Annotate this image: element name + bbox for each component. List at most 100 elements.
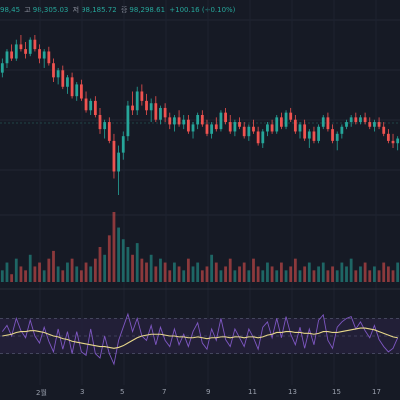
candle-body xyxy=(52,63,55,78)
volume-bar xyxy=(307,262,311,282)
volume-bar xyxy=(70,258,74,282)
volume-bar xyxy=(298,270,302,282)
volume-bar xyxy=(149,254,153,282)
candle-body xyxy=(242,126,246,137)
candle-body xyxy=(47,51,51,64)
candle-body xyxy=(293,119,297,132)
candlestick-series xyxy=(0,35,400,195)
high-label: 고 xyxy=(24,6,31,14)
volume-bar xyxy=(293,258,297,282)
volume-bar xyxy=(396,262,400,282)
candle-body xyxy=(363,117,367,123)
volume-bar xyxy=(363,262,367,282)
candle-body xyxy=(149,103,153,111)
candle-body xyxy=(252,126,255,132)
volume-bar xyxy=(33,266,37,282)
volume-bar xyxy=(233,270,237,282)
candle-body xyxy=(28,39,32,54)
candle-body xyxy=(270,124,274,132)
candle-body xyxy=(266,124,269,132)
volume-bar xyxy=(14,258,18,282)
volume-bar xyxy=(303,266,307,282)
volume-bar xyxy=(368,270,372,282)
volume-bar xyxy=(247,270,251,282)
candle-body xyxy=(140,91,144,101)
volume-bar xyxy=(47,258,51,282)
candle-body xyxy=(396,138,400,144)
volume-bar xyxy=(140,258,144,282)
candle-body xyxy=(359,117,362,123)
volume-series xyxy=(0,212,400,282)
volume-bar xyxy=(377,270,381,282)
volume-bar xyxy=(89,266,93,282)
change-value: +100.16 (+0.10%) xyxy=(169,6,236,14)
volume-bar xyxy=(275,270,279,282)
volume-bar xyxy=(321,262,325,282)
candle-body xyxy=(80,84,83,99)
candle-body xyxy=(214,124,218,130)
candle-body xyxy=(177,117,181,125)
candle-body xyxy=(107,122,111,141)
volume-bar xyxy=(386,266,390,282)
volume-bar xyxy=(66,262,69,282)
candle-body xyxy=(391,140,395,144)
candle-body xyxy=(238,122,241,127)
volume-bar xyxy=(280,262,283,282)
volume-bar xyxy=(121,239,125,282)
candle-body xyxy=(154,103,158,120)
x-axis-label: 5 xyxy=(120,388,125,396)
volume-bar xyxy=(112,212,116,282)
candle-body xyxy=(219,112,223,130)
volume-bar xyxy=(256,266,260,282)
candle-body xyxy=(168,117,172,125)
candle-body xyxy=(275,117,279,132)
volume-bar xyxy=(154,266,158,282)
volume-bar xyxy=(177,266,181,282)
candle-body xyxy=(224,112,227,123)
volume-bar xyxy=(219,270,223,282)
candle-body xyxy=(280,117,283,127)
x-axis-label: 7 xyxy=(162,388,167,396)
candle-body xyxy=(321,117,325,127)
candle-body xyxy=(163,107,167,118)
volume-bar xyxy=(93,258,97,282)
volume-bar xyxy=(214,262,218,282)
x-axis-label: 13 xyxy=(288,388,297,396)
volume-bar xyxy=(10,274,14,282)
volume-bar xyxy=(28,254,32,282)
candle-body xyxy=(247,126,251,137)
candle-body xyxy=(373,122,376,127)
candle-body xyxy=(126,105,130,137)
low-label: 저 xyxy=(72,6,80,14)
volume-bar xyxy=(173,262,176,282)
volume-bar xyxy=(289,266,293,282)
candle-body xyxy=(312,131,316,141)
candle-body xyxy=(75,84,79,97)
volume-bar xyxy=(80,270,83,282)
x-axis-label: 9 xyxy=(206,388,211,396)
rsi-panel xyxy=(0,288,400,366)
x-axis-label: 11 xyxy=(248,388,257,396)
candle-body xyxy=(326,117,330,130)
candle-body xyxy=(345,122,348,127)
volume-bar xyxy=(284,270,288,282)
volume-bar xyxy=(252,258,255,282)
volume-bar xyxy=(98,247,102,282)
volume-bar xyxy=(266,262,269,282)
candle-body xyxy=(10,51,14,59)
volume-bar xyxy=(103,254,107,282)
candle-body xyxy=(303,124,307,139)
candle-body xyxy=(205,124,209,134)
volume-bar xyxy=(345,266,348,282)
candle-body xyxy=(335,133,339,141)
volume-bar xyxy=(38,262,41,282)
candle-body xyxy=(354,117,358,123)
x-axis-label: 15 xyxy=(332,388,341,396)
volume-bar xyxy=(354,270,358,282)
candle-body xyxy=(5,51,9,64)
candle-body xyxy=(289,112,293,120)
volume-bar xyxy=(75,266,79,282)
volume-bar xyxy=(335,270,339,282)
volume-bar xyxy=(382,262,386,282)
